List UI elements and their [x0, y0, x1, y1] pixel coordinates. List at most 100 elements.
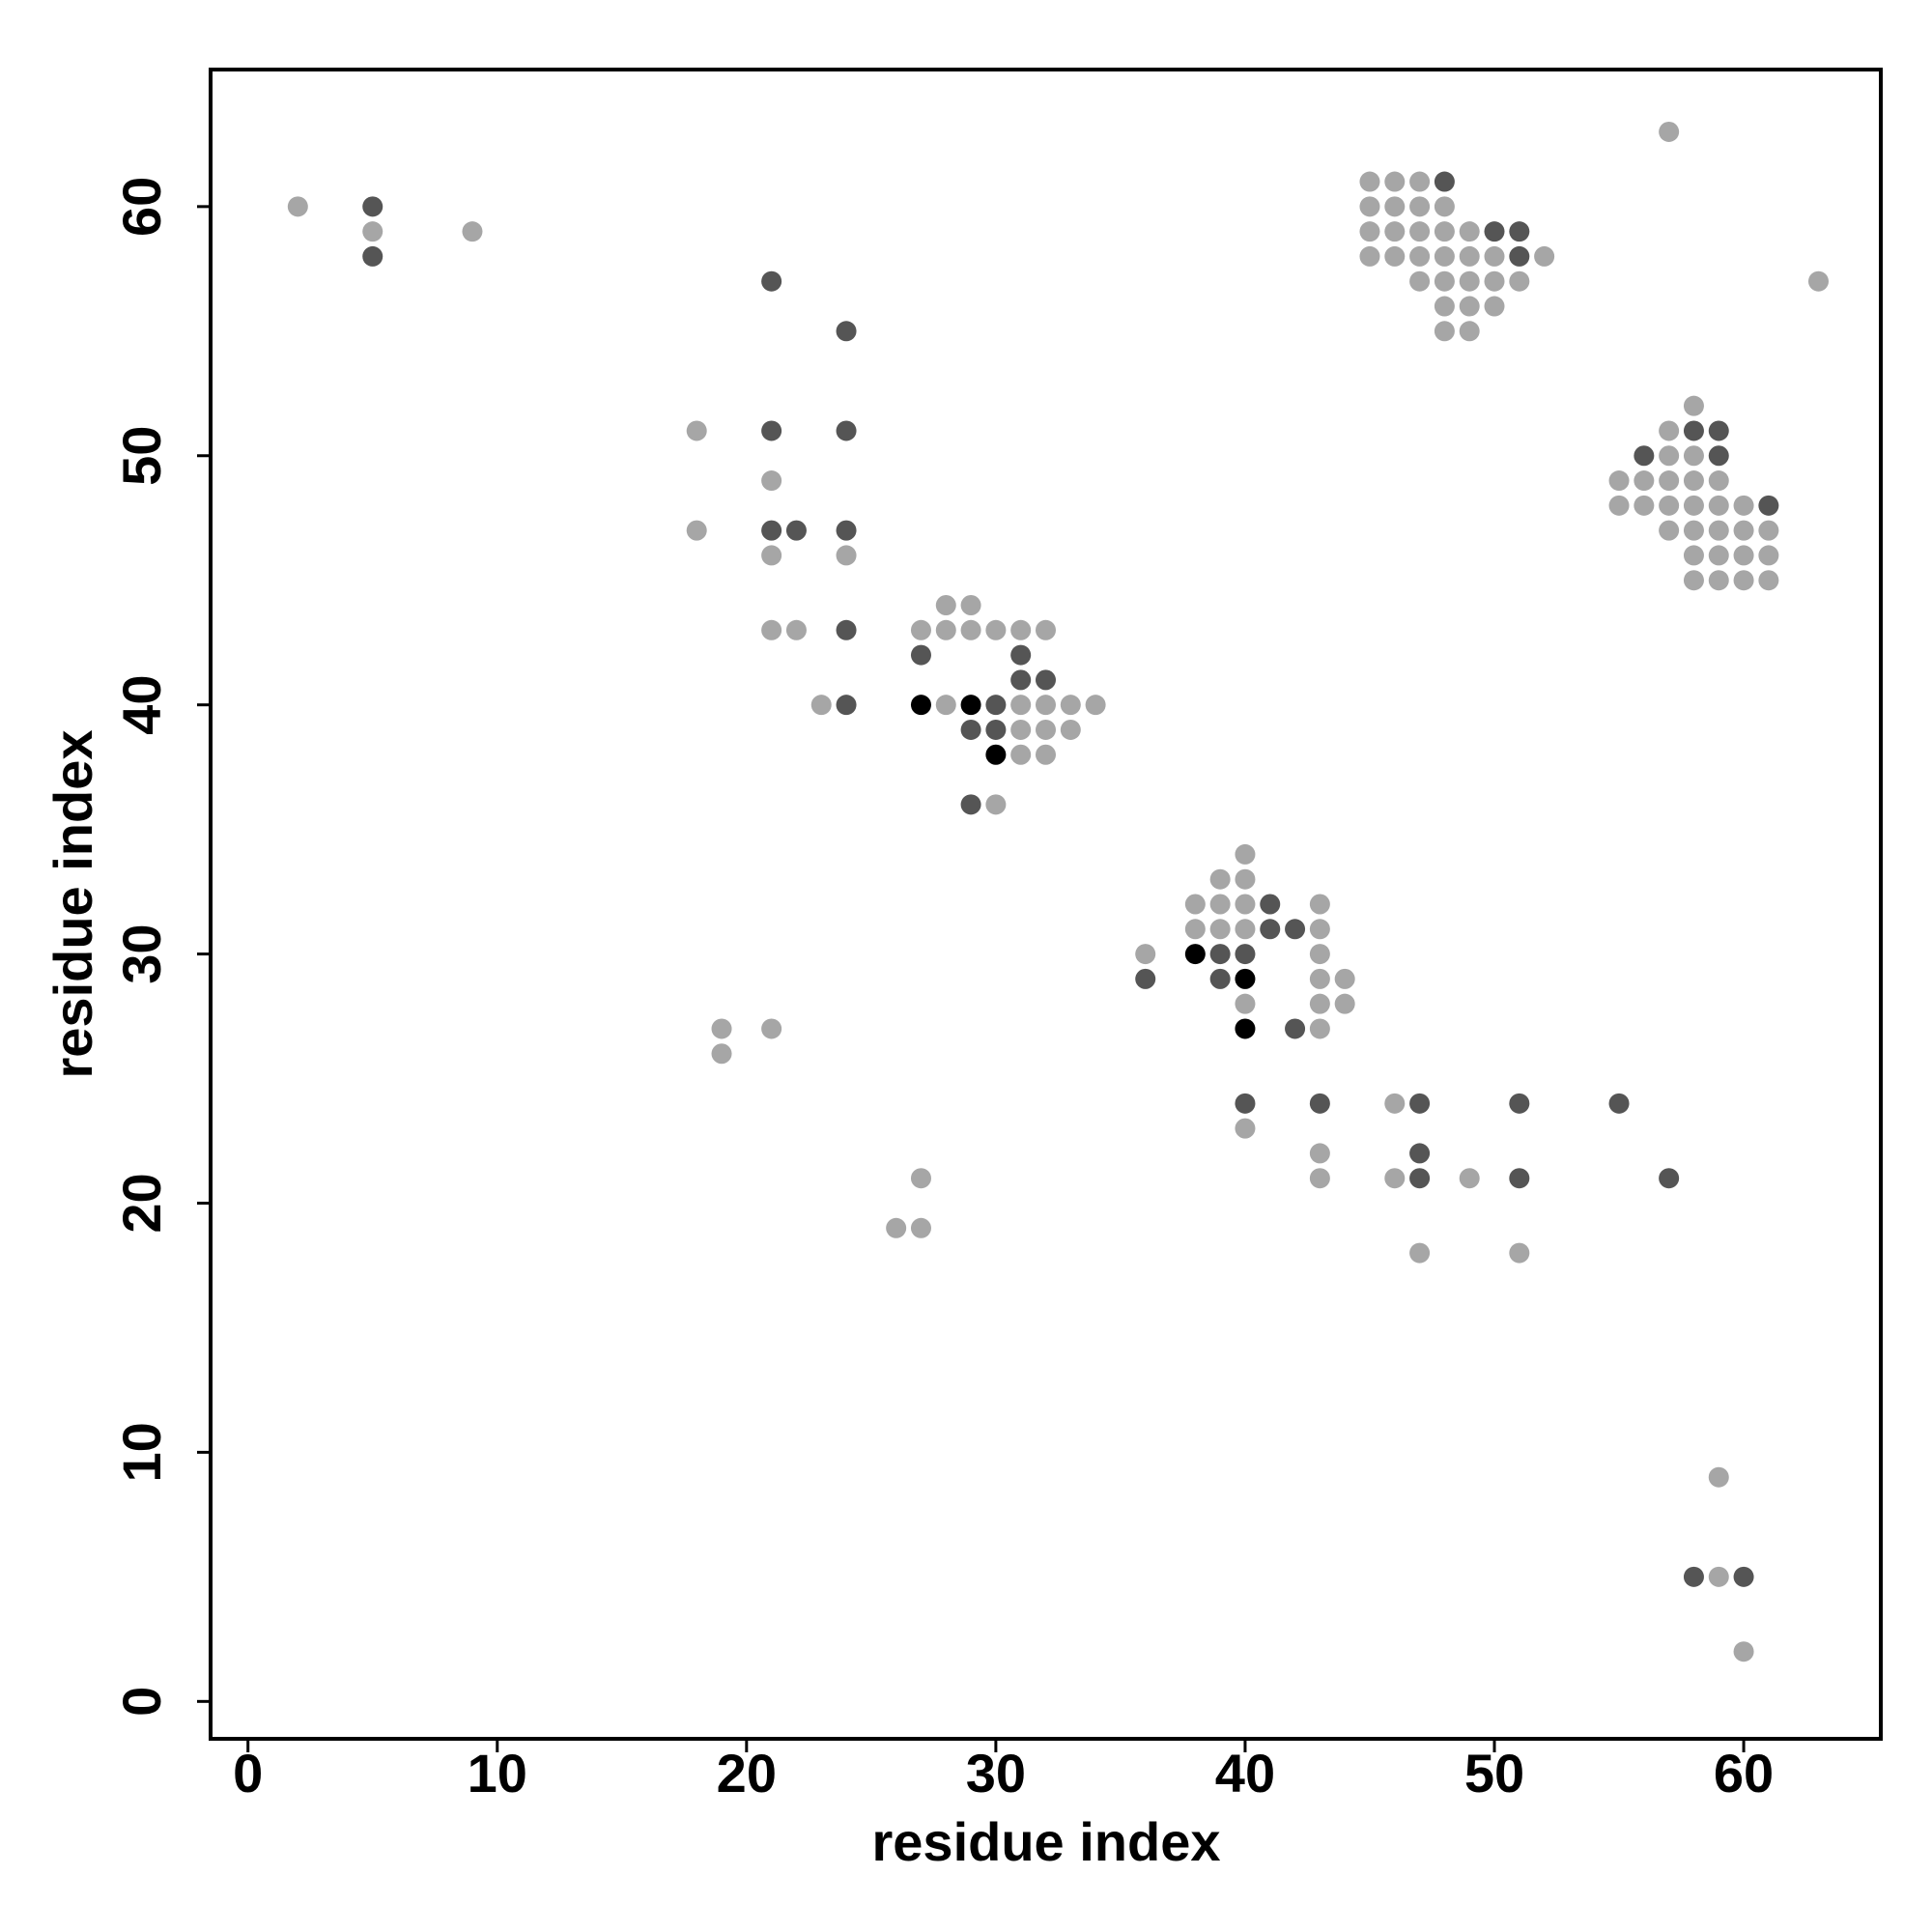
point	[1683, 420, 1704, 441]
point	[1135, 968, 1156, 989]
point	[985, 794, 1007, 815]
point	[1484, 245, 1505, 267]
point	[1608, 470, 1630, 492]
point	[1235, 1018, 1256, 1039]
point	[1634, 495, 1655, 516]
point	[1309, 993, 1330, 1014]
point	[1309, 1093, 1330, 1114]
point	[1708, 520, 1729, 541]
point	[910, 695, 931, 716]
point	[1209, 894, 1231, 915]
point	[1484, 221, 1505, 242]
point	[1384, 245, 1406, 267]
point	[960, 794, 981, 815]
point	[1285, 919, 1306, 940]
x-tick-label: 10	[468, 1743, 527, 1804]
point	[1235, 944, 1256, 965]
point	[1359, 171, 1380, 192]
point	[1409, 196, 1431, 217]
point	[1659, 420, 1680, 441]
point	[1683, 545, 1704, 566]
y-tick-label: 10	[111, 1422, 172, 1482]
point	[1659, 520, 1680, 541]
point	[1659, 445, 1680, 467]
x-tick-label: 60	[1714, 1743, 1774, 1804]
point	[1708, 570, 1729, 591]
point	[836, 619, 857, 640]
point	[1758, 520, 1779, 541]
point	[1434, 171, 1455, 192]
point	[1409, 245, 1431, 267]
point	[1184, 944, 1206, 965]
point	[711, 1018, 732, 1039]
point	[1708, 445, 1729, 467]
point	[1209, 944, 1231, 965]
point	[1184, 894, 1206, 915]
point	[1758, 545, 1779, 566]
point	[1384, 1093, 1406, 1114]
point	[287, 196, 308, 217]
point	[1260, 919, 1281, 940]
point	[1683, 570, 1704, 591]
point	[1036, 669, 1056, 691]
point	[1260, 894, 1281, 915]
point	[1708, 1566, 1729, 1587]
point	[1184, 919, 1206, 940]
point	[1708, 420, 1729, 441]
point	[1758, 495, 1779, 516]
point	[1235, 894, 1256, 915]
x-tick-label: 0	[233, 1743, 263, 1804]
point	[1683, 395, 1704, 416]
point	[761, 545, 782, 566]
point	[1085, 695, 1106, 716]
point	[1309, 944, 1330, 965]
point	[1235, 1118, 1256, 1139]
point	[1409, 171, 1431, 192]
point	[910, 1217, 931, 1238]
point	[1359, 221, 1380, 242]
point	[836, 545, 857, 566]
point	[985, 719, 1007, 740]
point	[836, 695, 857, 716]
point	[1683, 1566, 1704, 1587]
point	[1359, 196, 1380, 217]
point	[1758, 570, 1779, 591]
point	[1434, 221, 1455, 242]
point	[1309, 968, 1330, 989]
point	[1683, 520, 1704, 541]
point	[1010, 619, 1032, 640]
point	[1683, 495, 1704, 516]
point	[1135, 944, 1156, 965]
point	[1534, 245, 1555, 267]
point	[1309, 894, 1330, 915]
point	[761, 619, 782, 640]
point	[1060, 719, 1081, 740]
point	[1209, 968, 1231, 989]
point	[1608, 1093, 1630, 1114]
x-tick-label: 40	[1215, 1743, 1275, 1804]
point	[686, 520, 707, 541]
point	[1484, 270, 1505, 292]
point	[761, 1018, 782, 1039]
point	[1434, 196, 1455, 217]
point	[1733, 495, 1754, 516]
point	[1309, 1168, 1330, 1189]
point	[1459, 245, 1480, 267]
point	[1409, 1242, 1431, 1264]
y-tick-label: 30	[111, 923, 172, 983]
point	[960, 695, 981, 716]
point	[1434, 296, 1455, 317]
point	[1608, 495, 1630, 516]
point	[1235, 993, 1256, 1014]
point	[1235, 1093, 1256, 1114]
point	[1434, 245, 1455, 267]
point	[1010, 719, 1032, 740]
point	[1509, 245, 1530, 267]
point	[1036, 744, 1056, 765]
point	[1683, 445, 1704, 467]
x-tick-label: 50	[1464, 1743, 1524, 1804]
point	[1708, 470, 1729, 492]
point	[1434, 270, 1455, 292]
point	[1509, 221, 1530, 242]
point	[1036, 695, 1056, 716]
